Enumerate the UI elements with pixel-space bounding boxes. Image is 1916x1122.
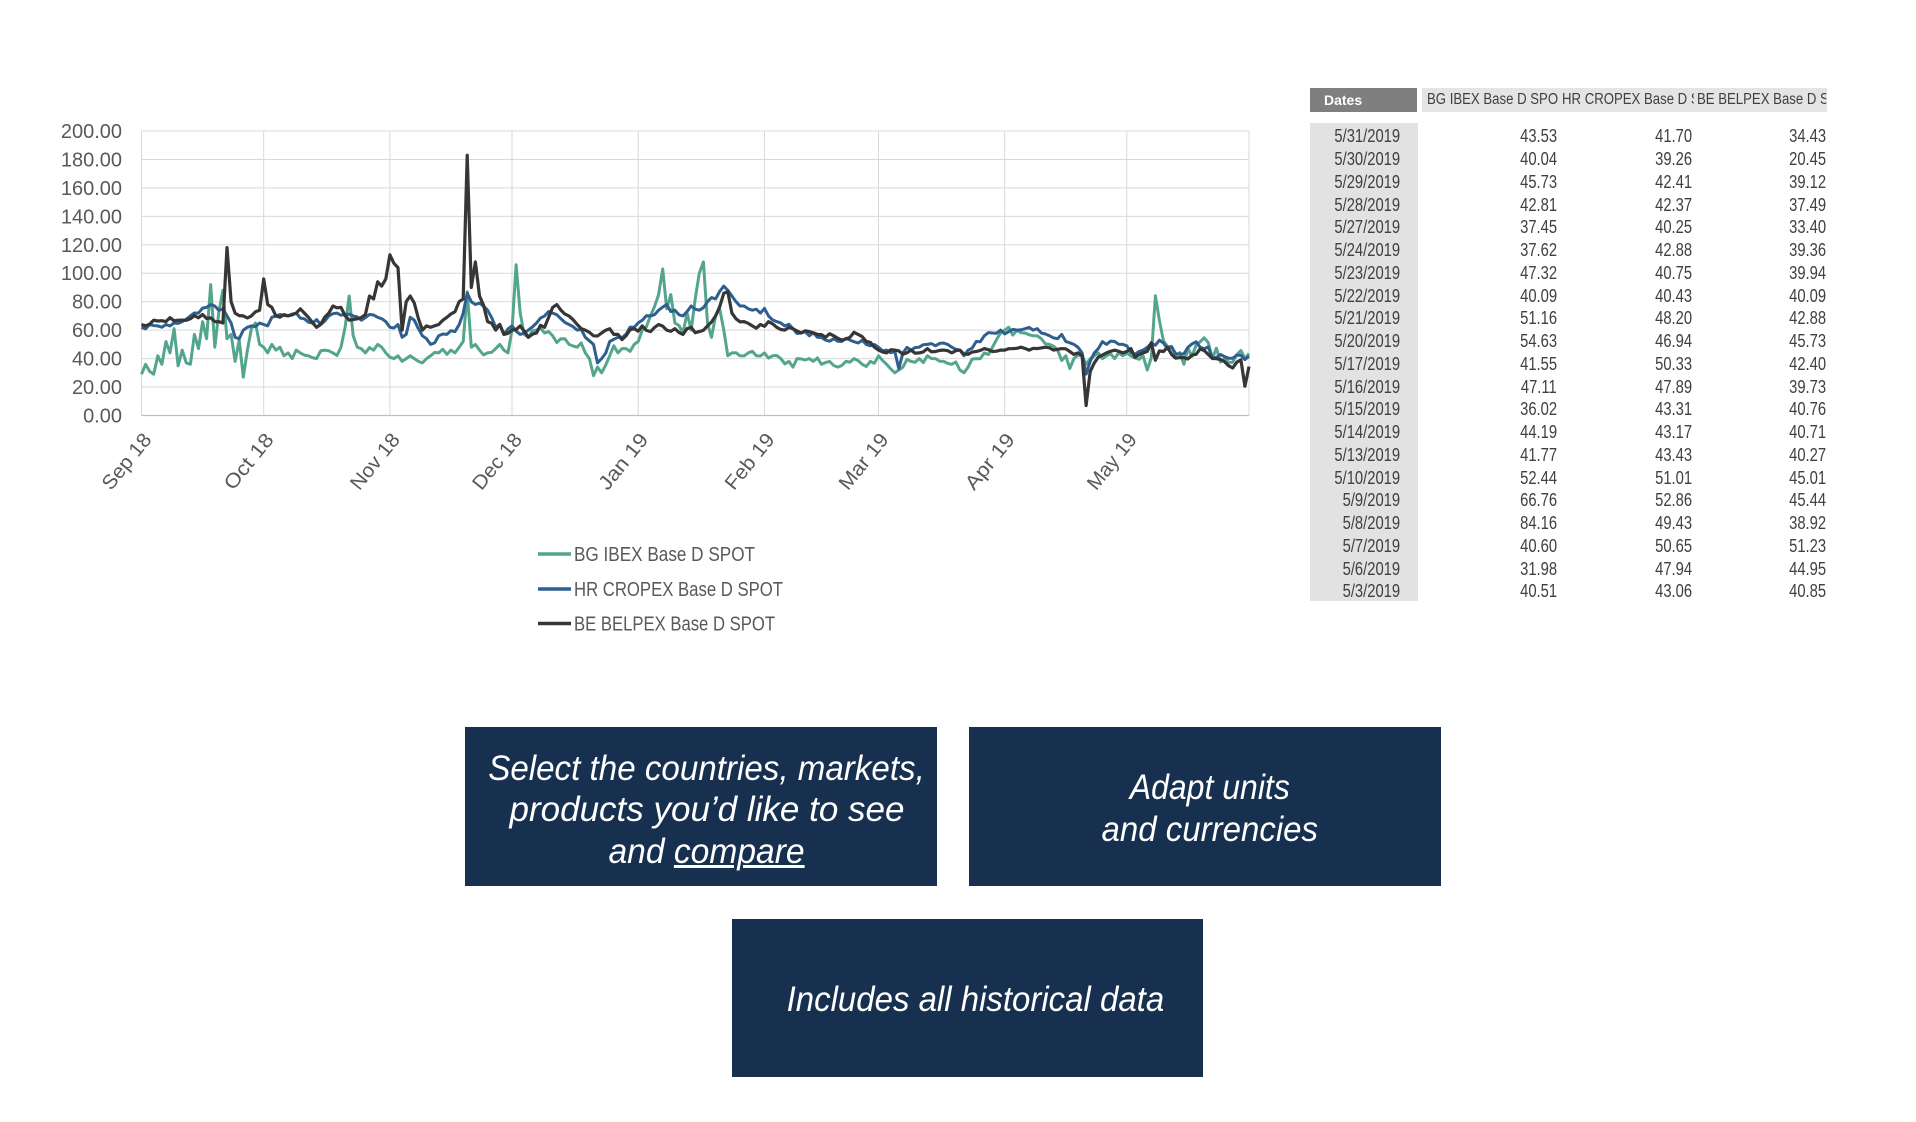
svg-text:0.00: 0.00 xyxy=(83,406,122,428)
svg-text:40.00: 40.00 xyxy=(72,349,122,371)
svg-text:60.00: 60.00 xyxy=(72,320,122,342)
svg-text:160.00: 160.00 xyxy=(61,178,122,200)
svg-text:200.00: 200.00 xyxy=(61,121,122,143)
svg-text:140.00: 140.00 xyxy=(61,206,122,228)
svg-text:180.00: 180.00 xyxy=(61,149,122,171)
svg-text:HR CROPEX Base D SPOT: HR CROPEX Base D SPOT xyxy=(574,579,783,601)
svg-text:BE BELPEX Base D SPOT: BE BELPEX Base D SPOT xyxy=(574,614,775,636)
svg-text:BG IBEX Base D SPOT: BG IBEX Base D SPOT xyxy=(574,544,755,566)
svg-text:120.00: 120.00 xyxy=(61,235,122,257)
svg-text:100.00: 100.00 xyxy=(61,263,122,285)
svg-text:20.00: 20.00 xyxy=(72,377,122,399)
svg-text:80.00: 80.00 xyxy=(72,292,122,314)
